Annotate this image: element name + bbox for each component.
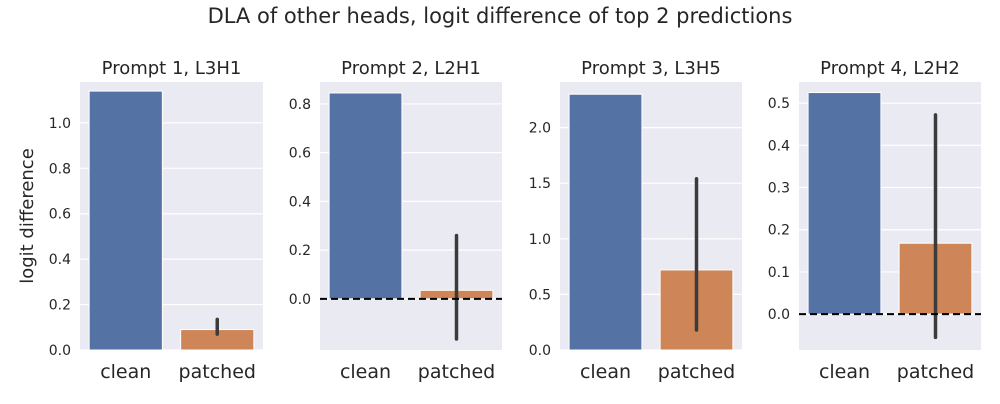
panel-1-title: Prompt 1, L3H1 [102, 58, 242, 79]
panel-2-ytick-label: 0.4 [289, 194, 311, 210]
panel-4-bar-clean [807, 92, 882, 315]
panel-3-title: Prompt 3, L3H5 [581, 58, 721, 79]
panel-1-ylabel: logit difference [17, 148, 38, 284]
panel-3-ytick-label: 0.5 [529, 287, 551, 303]
panel-4-xtick-label: clean [819, 361, 870, 383]
panel-2-xtick-label: clean [340, 361, 391, 383]
panel-2-ytick-label: 0.0 [289, 292, 311, 308]
panel-2-title: Prompt 2, L2H1 [341, 58, 481, 79]
panel-4-ytick-label: 0.5 [768, 96, 790, 112]
panel-4-xtick-label: patched [897, 361, 974, 383]
panel-1-ytick-label: 0.2 [49, 298, 71, 314]
panel-1-ytick-label: 0.8 [49, 161, 71, 177]
panel-4-ytick-label: 0.3 [768, 181, 790, 197]
panel-1-ytick-label: 1.0 [49, 116, 71, 132]
panel-4-ytick-label: 0.4 [768, 138, 790, 154]
panel-1-ytick-label: 0.0 [49, 343, 71, 359]
panel-1-ytick-label: 0.4 [49, 252, 71, 268]
panel-1-xtick-label: patched [179, 361, 256, 383]
panel-2-ytick-label: 0.2 [289, 243, 311, 259]
panel-2-xtick-label: patched [418, 361, 495, 383]
figure-title: DLA of other heads, logit difference of … [207, 4, 793, 28]
panel-2-bar-clean [328, 92, 403, 300]
panel-4-ytick-label: 0.1 [768, 265, 790, 281]
panel-2-ytick-label: 0.8 [289, 97, 311, 113]
panel-4-title: Prompt 4, L2H2 [820, 58, 960, 79]
panel-3-xtick-label: clean [580, 361, 631, 383]
panel-3-bar-clean [568, 93, 643, 351]
panel-4-ytick-label: 0.2 [768, 223, 790, 239]
panel-1-xtick-label: clean [100, 361, 151, 383]
panel-3-ytick-label: 2.0 [529, 121, 551, 137]
panel-4-ytick-label: 0.0 [768, 307, 790, 323]
panel-1-ytick-label: 0.6 [49, 207, 71, 223]
panel-3-xtick-label: patched [658, 361, 735, 383]
panel-1-bar-clean [88, 90, 163, 351]
panel-3-ytick-label: 0.0 [529, 343, 551, 359]
panel-2-ytick-label: 0.6 [289, 146, 311, 162]
panel-3-ytick-label: 1.0 [529, 232, 551, 248]
panel-3-ytick-label: 1.5 [529, 176, 551, 192]
